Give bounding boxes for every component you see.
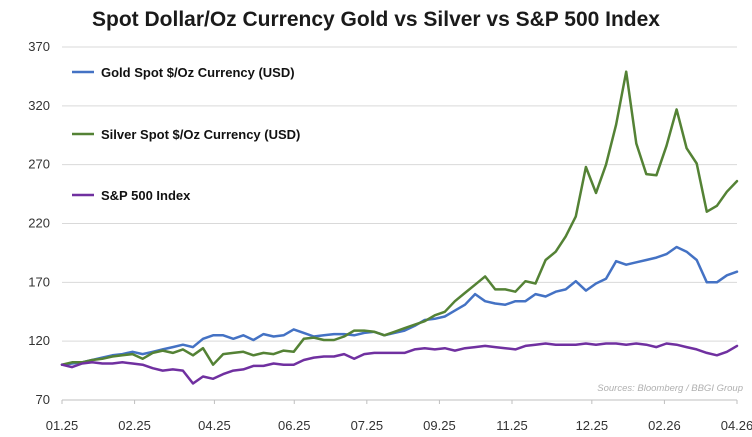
series-line-1 [60,245,739,366]
y-tick-label: 70 [36,392,50,407]
chart-title: Spot Dollar/Oz Currency Gold vs Silver v… [92,8,660,31]
y-tick-label: 370 [28,39,50,54]
source-note: Sources: Bloomberg / BBGI Group [597,383,743,394]
x-tick-label: 02.25 [118,418,151,433]
x-tick-label: 06.25 [278,418,311,433]
x-tick-label: 04.26 [721,418,752,433]
y-tick-label: 220 [28,216,50,231]
x-tick-label: 01.25 [46,418,79,433]
y-tick-label: 120 [28,333,50,348]
x-tick-label: 02.26 [648,418,681,433]
y-tick-label: 320 [28,98,50,113]
y-tick-label: 170 [28,274,50,289]
x-tick-label: 11.25 [496,418,528,433]
legend-label: Gold Spot $/Oz Currency (USD) [101,65,295,80]
x-tick-label: 04.25 [198,418,231,433]
legend-label: Silver Spot $/Oz Currency (USD) [101,127,300,142]
series-line-3 [60,342,739,385]
x-tick-label: 09.25 [423,418,456,433]
series-line-2 [60,70,739,366]
x-tick-label: 07.25 [351,418,384,433]
y-tick-label: 270 [28,157,50,172]
legend-label: S&P 500 Index [101,188,191,203]
x-tick-label: 12.25 [576,418,609,433]
